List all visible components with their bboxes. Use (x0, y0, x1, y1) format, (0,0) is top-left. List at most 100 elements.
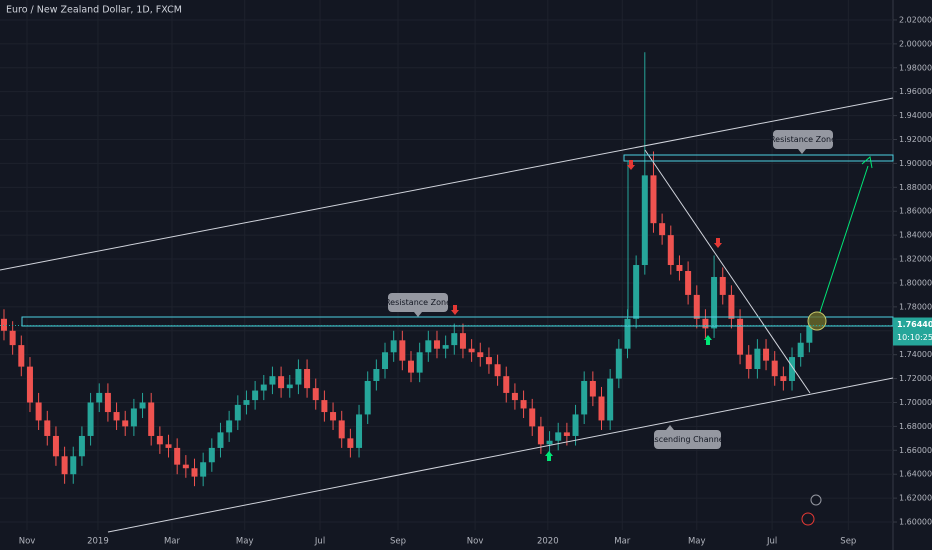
trend-line (644, 149, 811, 394)
y-tick-label: 1.90000 (899, 159, 932, 168)
candle-body (321, 400, 328, 413)
candle-body (208, 447, 215, 463)
candle-body (728, 294, 735, 319)
candle-body (442, 345, 449, 349)
candle-body (182, 464, 189, 469)
candle-body (330, 412, 337, 421)
candle-body (304, 369, 311, 389)
candle-body (641, 175, 648, 266)
y-tick-label: 1.80000 (899, 278, 932, 287)
candle-body (416, 352, 423, 373)
candle-body (581, 380, 588, 415)
y-tick-label: 1.94000 (899, 111, 932, 120)
x-tick-label: 2019 (87, 537, 109, 547)
candle-body (763, 348, 770, 361)
y-tick-label: 1.98000 (899, 63, 932, 72)
callout-pointer (666, 425, 674, 430)
candle-body (572, 414, 579, 436)
event-icon[interactable] (801, 512, 815, 526)
candle-body (113, 412, 120, 421)
callout-pointer (798, 149, 806, 154)
x-tick-label: Sep (840, 537, 856, 547)
down-arrow (451, 305, 459, 315)
candle-body (338, 420, 345, 439)
candle-body (745, 354, 752, 370)
candle-body (407, 360, 414, 373)
x-tick-label: Mar (614, 537, 631, 547)
y-tick-label: 1.84000 (899, 231, 932, 240)
candle-body (234, 404, 241, 421)
countdown-label: 10:10:25 (897, 333, 932, 342)
candle-body (503, 376, 510, 393)
candle-body (295, 369, 302, 385)
y-tick-label: 1.92000 (899, 135, 932, 144)
candle-body (529, 408, 536, 427)
candle-body (390, 340, 397, 353)
y-tick-label: 1.70000 (899, 398, 932, 407)
candle-body (373, 369, 380, 381)
y-tick-label: 1.66000 (899, 446, 932, 455)
x-tick-label: Jul (314, 537, 325, 547)
candle-body (468, 348, 475, 353)
callout-box (773, 130, 833, 149)
candle-body (399, 340, 406, 361)
projection-line (819, 165, 869, 313)
candle-body (771, 360, 778, 377)
callout-box (388, 293, 448, 312)
candle-body (789, 357, 796, 381)
candle-body (156, 435, 163, 445)
x-tick-label: May (236, 537, 254, 547)
up-arrow (545, 451, 553, 461)
y-tick-label: 1.82000 (899, 255, 932, 264)
candle-body (425, 340, 432, 353)
down-arrow (627, 160, 635, 170)
last-price-label: 1.76440 (897, 320, 932, 329)
candle-body (87, 402, 94, 436)
candle-body (217, 432, 224, 448)
channel-lower (107, 377, 894, 533)
candle-body (260, 384, 267, 391)
candle-body (459, 333, 466, 349)
candle-body (26, 366, 33, 403)
candle-body (711, 276, 718, 329)
callout-label: Resistance Zone (770, 135, 836, 144)
y-tick-label: 1.72000 (899, 374, 932, 383)
candle-body (737, 318, 744, 355)
down-arrow (714, 238, 722, 248)
candle-body (667, 235, 674, 266)
candle-body (35, 402, 42, 421)
y-tick-label: 2.00000 (899, 39, 932, 48)
callout-pointer (414, 312, 422, 317)
candle-body (44, 420, 51, 436)
candle-body (364, 380, 371, 415)
candle-body (494, 364, 501, 377)
y-tick-label: 1.64000 (899, 470, 932, 479)
candle-body (563, 432, 570, 436)
candle-body (659, 223, 666, 236)
candle-body (148, 402, 155, 436)
candle-body (130, 408, 137, 427)
y-tick-label: 1.96000 (899, 87, 932, 96)
candle-body (191, 468, 198, 477)
candle-body (754, 348, 761, 370)
event-icon[interactable] (810, 494, 822, 506)
candle-body (520, 400, 527, 409)
candle-body (607, 378, 614, 421)
candle-body (511, 392, 518, 401)
candle-body (537, 426, 544, 445)
candle-body (555, 432, 562, 441)
y-tick-label: 1.74000 (899, 350, 932, 359)
x-tick-label: Jul (766, 537, 777, 547)
candle-body (269, 376, 276, 385)
candle-body (165, 444, 172, 448)
candle-body (451, 333, 458, 346)
candles (0, 0, 893, 530)
y-tick-label: 1.86000 (899, 207, 932, 216)
candle-body (347, 438, 354, 448)
candle-body (78, 435, 85, 457)
y-tick-label: 1.60000 (899, 518, 932, 527)
last-price-box (893, 317, 932, 346)
candle-body (806, 325, 813, 343)
channel-upper (0, 97, 894, 271)
projection-arrow-head (861, 156, 873, 169)
